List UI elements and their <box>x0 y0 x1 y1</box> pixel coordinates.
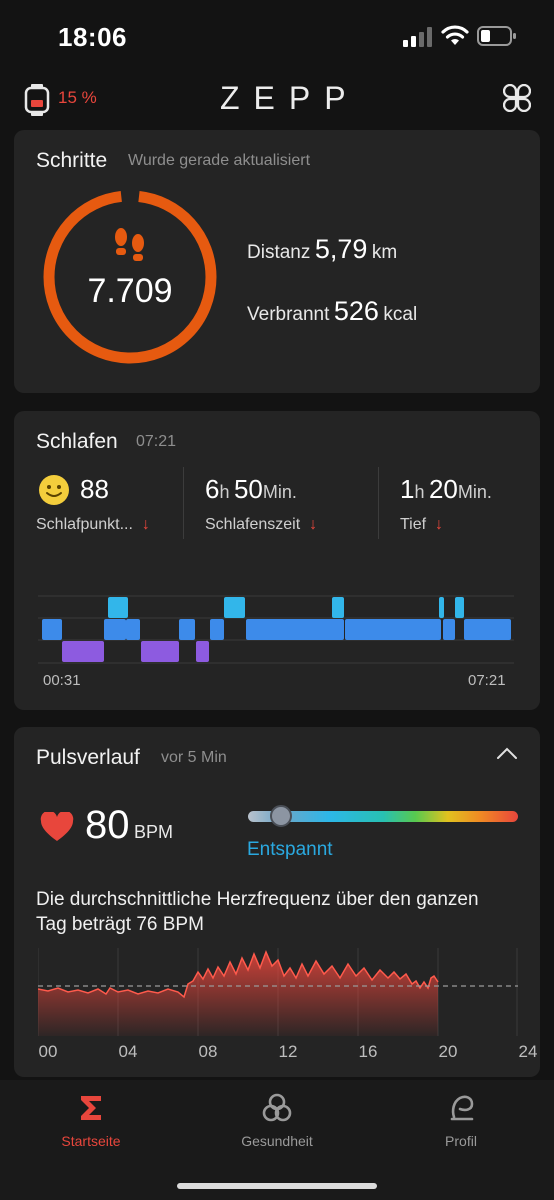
pulse-subtitle: vor 5 Min <box>161 749 227 766</box>
distance-value: 5,79 <box>314 234 368 264</box>
heart-rate-chart <box>38 948 518 1036</box>
heart-rate-display: 80 BPM <box>85 803 173 848</box>
down-arrow-icon: ↓ <box>430 516 443 533</box>
x-tick-label: 12 <box>278 1042 298 1061</box>
sleep-duration: 6h 50Min. <box>205 474 297 505</box>
down-arrow-icon: ↓ <box>304 516 318 533</box>
heart-rate-x-axis: 00 04 08 12 16 20 24 <box>28 1042 538 1064</box>
smiley-icon <box>39 475 69 505</box>
nav-item-health[interactable]: Gesundheit <box>241 1133 313 1149</box>
divider <box>183 467 184 539</box>
distance-label: Distanz <box>247 242 311 263</box>
burned-unit: kcal <box>383 304 418 325</box>
x-tick-label: 08 <box>198 1042 218 1061</box>
sleep-score: 88 <box>80 474 109 504</box>
steps-subtitle: Wurde gerade aktualisiert <box>128 152 311 169</box>
heart-rate-line <box>38 949 439 999</box>
watch-battery-level: 15 % <box>58 88 97 107</box>
sleep-end-time: 07:21 <box>468 672 506 689</box>
down-arrow-icon: ↓ <box>137 516 150 533</box>
heart-rate-zone-bar <box>248 811 518 822</box>
distance-unit: km <box>371 242 398 263</box>
x-tick-label: 04 <box>118 1042 138 1061</box>
sleep-title: Schlafen <box>36 430 118 453</box>
status-time: 18:06 <box>58 22 127 52</box>
nav-item-home[interactable]: Startseite <box>61 1133 121 1149</box>
deep-hours-unit: h <box>414 482 425 502</box>
burned-value: 526 <box>333 296 379 326</box>
footprints-icon <box>115 228 144 261</box>
profile-icon[interactable] <box>448 1094 476 1122</box>
home-sigma-icon[interactable] <box>78 1094 104 1122</box>
steps-count: 7.709 <box>87 272 173 310</box>
pulse-title: Pulsverlauf <box>36 746 140 769</box>
steps-progress-ring <box>43 190 217 364</box>
x-tick-label: 20 <box>438 1042 458 1061</box>
deep-label: Tief <box>400 516 427 533</box>
health-icon[interactable] <box>261 1092 293 1124</box>
x-tick-label: 00 <box>38 1042 58 1061</box>
deep-sleep: 1h 20Min. <box>400 474 492 505</box>
deep-hours: 1 <box>400 474 415 504</box>
wifi-icon <box>441 25 469 45</box>
duration-hours: 6 <box>205 474 220 504</box>
x-tick-label: 24 <box>518 1042 538 1061</box>
heart-rate-zone-label: Entspannt <box>247 839 333 860</box>
deep-label-row: Tief ↓ <box>400 516 443 534</box>
sleep-stages-chart <box>38 595 514 664</box>
light-sleep-bars <box>42 619 511 640</box>
heart-rate-description: Die durchschnittliche Herzfrequenz über … <box>36 889 479 935</box>
sleep-start-time: 00:31 <box>43 672 81 689</box>
heart-icon <box>40 812 74 841</box>
burned-label: Verbrannt <box>247 304 330 325</box>
watch-icon[interactable] <box>24 84 50 116</box>
duration-hours-unit: h <box>219 482 230 502</box>
deep-minutes: 20 <box>428 474 458 504</box>
sleep-time: 07:21 <box>136 433 177 450</box>
duration-label-row: Schlafenszeit ↓ <box>205 516 317 534</box>
heart-rate-unit: BPM <box>133 822 173 842</box>
duration-label: Schlafenszeit <box>205 516 301 533</box>
steps-title: Schritte <box>36 149 108 172</box>
chevron-up-icon[interactable] <box>496 746 518 760</box>
duration-minutes: 50 <box>233 474 263 504</box>
cellular-signal-icon <box>403 27 432 47</box>
distance-stat: Distanz 5,79 km <box>247 234 397 265</box>
divider <box>378 467 379 539</box>
burned-stat: Verbrannt 526 kcal <box>247 296 417 327</box>
home-indicator[interactable] <box>177 1183 377 1189</box>
app-logo: ZEPP <box>220 80 360 116</box>
nav-item-profile[interactable]: Profil <box>445 1133 477 1149</box>
deep-minutes-unit: Min. <box>457 482 492 502</box>
sleep-score-label: Schlafpunkt... <box>36 516 133 533</box>
heart-rate-value: 80 <box>85 803 130 847</box>
phone-battery-icon <box>477 26 516 46</box>
apps-grid-icon[interactable] <box>503 84 531 112</box>
x-tick-label: 16 <box>358 1042 378 1061</box>
deep-sleep-bars <box>62 641 209 662</box>
heart-rate-zone-marker <box>270 805 292 827</box>
duration-minutes-unit: Min. <box>262 482 297 502</box>
heart-rate-area <box>38 952 438 1036</box>
sleep-score-label-row: Schlafpunkt... ↓ <box>36 516 150 534</box>
awake-bars <box>108 597 464 618</box>
